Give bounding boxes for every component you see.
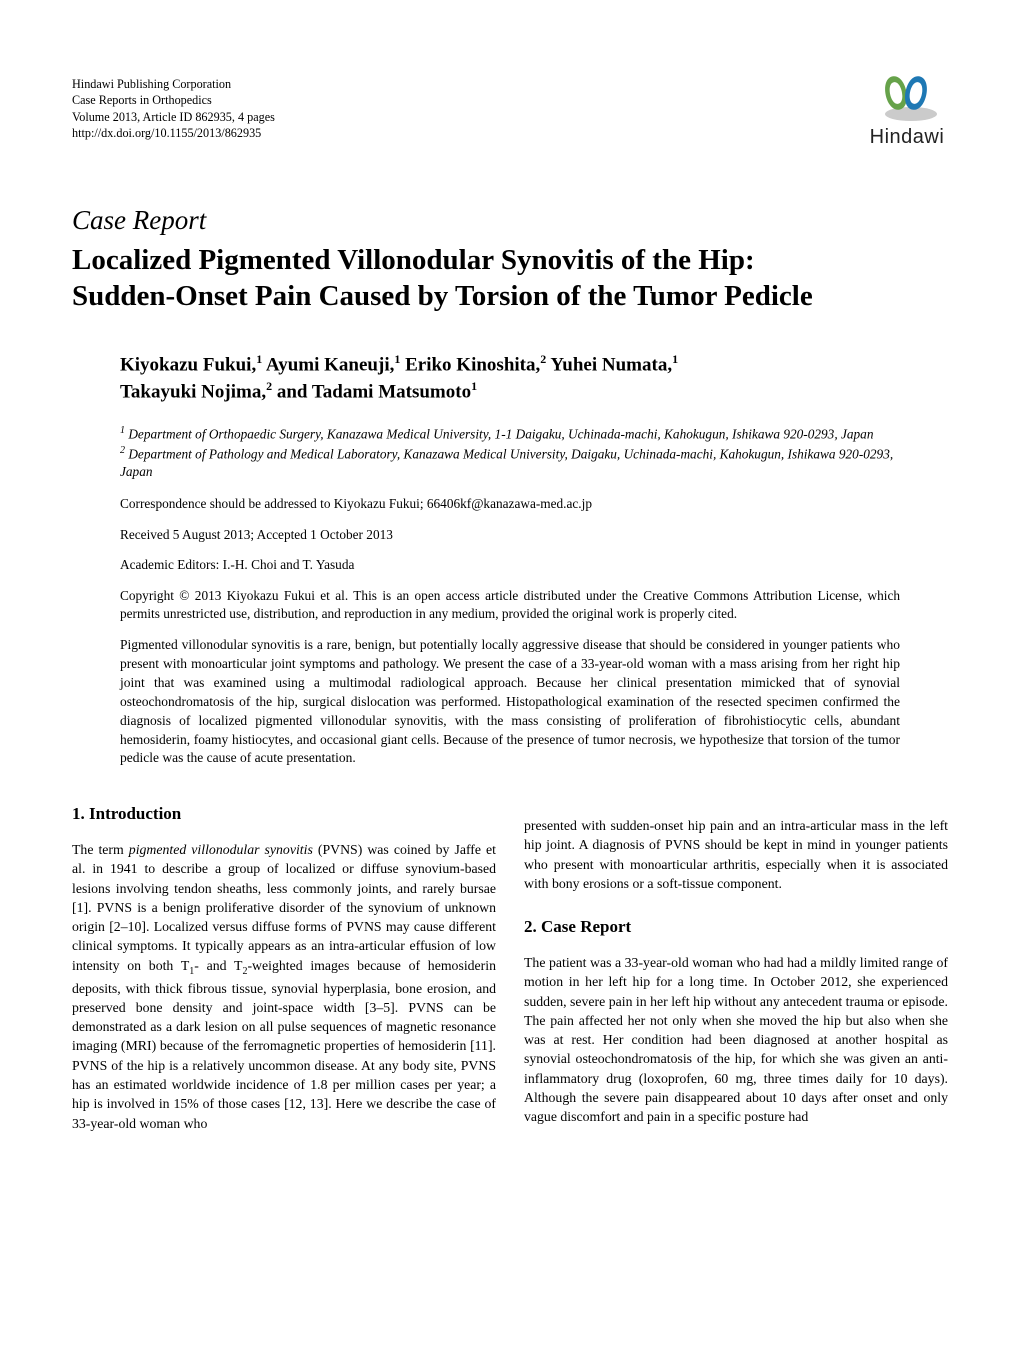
article-title: Localized Pigmented Villonodular Synovit… — [72, 242, 948, 315]
body-columns: 1. Introduction The term pigmented villo… — [72, 802, 948, 1133]
author: and Tadami Matsumoto — [277, 382, 471, 403]
affil-sup: 1 — [256, 352, 262, 366]
academic-editors: Academic Editors: I.-H. Choi and T. Yasu… — [120, 556, 900, 575]
page: Hindawi Publishing Corporation Case Repo… — [0, 0, 1020, 1193]
hindawi-logo-icon — [866, 70, 948, 124]
affil-sup: 1 — [394, 352, 400, 366]
title-line-2: Sudden-Onset Pain Caused by Torsion of t… — [72, 280, 813, 312]
column-right: presented with sudden-onset hip pain and… — [524, 802, 948, 1133]
abstract: Pigmented villonodular synovitis is a ra… — [120, 636, 900, 768]
affil-sup: 1 — [471, 379, 477, 393]
intro-text: - and T — [194, 958, 242, 973]
dates: Received 5 August 2013; Accepted 1 Octob… — [120, 526, 900, 545]
author: Eriko Kinoshita, — [405, 354, 540, 375]
spacer — [524, 893, 948, 915]
copyright: Copyright © 2013 Kiyokazu Fukui et al. T… — [120, 587, 900, 624]
journal-line: Case Reports in Orthopedics — [72, 92, 275, 108]
affil-text: Department of Orthopaedic Surgery, Kanaz… — [125, 427, 873, 442]
affiliation: 2 Department of Pathology and Medical La… — [120, 444, 900, 481]
affiliations: 1 Department of Orthopaedic Surgery, Kan… — [120, 424, 900, 481]
publisher-logo: Hindawi — [866, 70, 948, 149]
doi-line: http://dx.doi.org/10.1155/2013/862935 — [72, 125, 275, 141]
section-heading-introduction: 1. Introduction — [72, 802, 496, 826]
article-type: Case Report — [72, 205, 948, 236]
author: Takayuki Nojima, — [120, 382, 266, 403]
affil-sup: 2 — [266, 379, 272, 393]
title-line-1: Localized Pigmented Villonodular Synovit… — [72, 244, 755, 276]
publisher-logo-text: Hindawi — [866, 126, 948, 149]
affiliation: 1 Department of Orthopaedic Surgery, Kan… — [120, 424, 900, 443]
affil-text: Department of Pathology and Medical Labo… — [120, 446, 893, 479]
section-heading-case-report: 2. Case Report — [524, 915, 948, 939]
publisher-info: Hindawi Publishing Corporation Case Repo… — [72, 76, 275, 142]
publisher-line: Hindawi Publishing Corporation — [72, 76, 275, 92]
author: Ayumi Kaneuji, — [266, 354, 394, 375]
header-row: Hindawi Publishing Corporation Case Repo… — [72, 76, 948, 149]
intro-paragraph: The term pigmented villonodular synoviti… — [72, 840, 496, 1133]
volume-line: Volume 2013, Article ID 862935, 4 pages — [72, 109, 275, 125]
intro-text: The term — [72, 842, 129, 857]
authors: Kiyokazu Fukui,1 Ayumi Kaneuji,1 Eriko K… — [120, 351, 900, 407]
author: Yuhei Numata, — [550, 354, 672, 375]
case-report-paragraph: The patient was a 33-year-old woman who … — [524, 953, 948, 1127]
author: Kiyokazu Fukui, — [120, 354, 256, 375]
intro-term: pigmented villonodular synovitis — [129, 842, 313, 857]
correspondence: Correspondence should be addressed to Ki… — [120, 495, 900, 514]
intro-text: -weighted images because of hemosiderin … — [72, 958, 496, 1131]
affil-sup: 2 — [540, 352, 546, 366]
intro-continued: presented with sudden-onset hip pain and… — [524, 816, 948, 893]
column-left: 1. Introduction The term pigmented villo… — [72, 802, 496, 1133]
intro-text: (PVNS) was coined by Jaffe et al. in 194… — [72, 842, 496, 973]
affil-sup: 1 — [672, 352, 678, 366]
